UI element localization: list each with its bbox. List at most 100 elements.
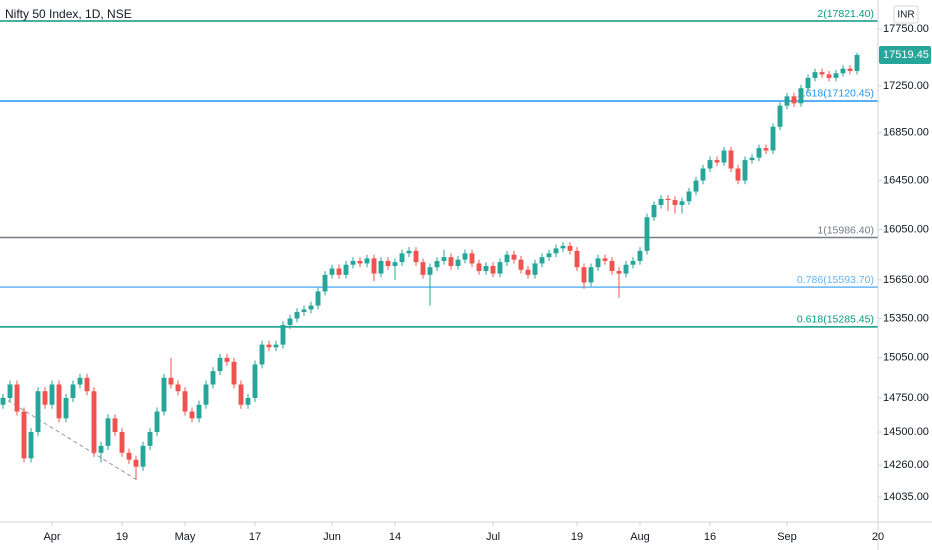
- y-tick-label: 14500.00: [883, 426, 929, 438]
- candle-body: [35, 391, 41, 433]
- last-price-tag: [879, 46, 931, 65]
- trend-line: [1, 396, 138, 481]
- candle-body: [252, 364, 258, 398]
- candle-body: [511, 254, 517, 260]
- candle-body: [812, 72, 818, 78]
- candle-body: [63, 397, 69, 419]
- candle-body: [847, 68, 853, 71]
- candle-body: [364, 258, 370, 264]
- candle-body: [336, 268, 342, 275]
- x-tick-label: 19: [571, 531, 583, 543]
- y-tick-label: 15350.00: [883, 312, 929, 324]
- candle-body: [588, 267, 594, 283]
- candle-body: [28, 432, 34, 459]
- x-tick-label: Jun: [323, 531, 341, 543]
- y-tick-label: 17750.00: [883, 23, 929, 35]
- candle-body: [189, 411, 195, 419]
- candle-body: [483, 265, 489, 272]
- candle-body: [672, 200, 678, 205]
- candle-body: [14, 384, 20, 412]
- candle-body: [385, 260, 391, 266]
- candle-body: [553, 248, 559, 254]
- candle-body: [560, 245, 566, 249]
- candle-body: [147, 432, 153, 446]
- plot-area: 2(17821.40) 1.618(17120.45) 1(15986.40) 0.7…: [0, 8, 878, 328]
- candle-body: [217, 357, 223, 372]
- y-tick-label: 14260.00: [883, 459, 929, 471]
- candle-body: [77, 377, 83, 385]
- candle-body: [126, 452, 132, 460]
- candle-body: [301, 309, 307, 313]
- candle-body: [805, 77, 811, 89]
- candle-body: [0, 397, 6, 405]
- candle-body: [658, 198, 664, 205]
- candle-body: [721, 150, 727, 163]
- x-tick-label: Jul: [486, 531, 500, 543]
- candle-body: [840, 68, 846, 74]
- candle-body: [140, 445, 146, 467]
- candle-body: [196, 404, 202, 419]
- candle-body: [168, 377, 174, 385]
- candle-body: [315, 291, 321, 306]
- candle-body: [224, 357, 230, 362]
- candle-body: [763, 148, 769, 151]
- candle-body: [469, 253, 475, 264]
- candle-body: [259, 344, 265, 365]
- candle-body: [434, 260, 440, 268]
- candle-body: [833, 73, 839, 78]
- candle-body: [210, 371, 216, 385]
- candle-body: [42, 391, 48, 405]
- candle-body: [287, 318, 293, 326]
- fib-level-label: 2(17821.40): [817, 8, 874, 20]
- candle-body: [826, 74, 832, 78]
- candle-body: [819, 72, 825, 75]
- candle-body: [623, 264, 629, 274]
- candle-body: [231, 361, 237, 385]
- candle-body: [70, 384, 76, 398]
- candles: [0, 52, 860, 480]
- candle-body: [350, 260, 356, 265]
- candle-body: [756, 148, 762, 158]
- currency-label[interactable]: INR: [897, 10, 914, 21]
- x-tick-label: 20: [872, 531, 884, 543]
- y-tick-label: 15050.00: [883, 352, 929, 364]
- candle-body: [707, 160, 713, 169]
- candle-body: [280, 325, 286, 345]
- candle-body: [245, 397, 251, 405]
- candle-body: [343, 264, 349, 275]
- candle-body: [392, 262, 398, 266]
- candle-body: [7, 384, 13, 398]
- candle-body: [686, 191, 692, 202]
- candle-body: [266, 344, 272, 348]
- candle-body: [497, 262, 503, 274]
- candle-body: [665, 198, 671, 201]
- candle-body: [798, 88, 804, 104]
- candle-body: [490, 265, 496, 274]
- candle-body: [399, 253, 405, 263]
- candle-body: [546, 253, 552, 258]
- candle-body: [714, 160, 720, 163]
- candle-body: [182, 391, 188, 412]
- candle-body: [693, 180, 699, 192]
- candle-body: [854, 55, 860, 71]
- x-tick-label: Sep: [777, 531, 797, 543]
- candle-body: [567, 245, 573, 251]
- y-tick-label: 17250.00: [883, 80, 929, 92]
- fib-level-label: 0.786(15593.70): [797, 274, 874, 286]
- candle-body: [476, 263, 482, 272]
- candle-body: [119, 432, 125, 453]
- currency-box[interactable]: [893, 5, 919, 24]
- candle-body: [84, 377, 90, 392]
- candle-body: [329, 268, 335, 275]
- candle-body: [455, 259, 461, 266]
- candle-body: [441, 257, 447, 261]
- candle-body: [203, 384, 209, 405]
- x-tick-label: 16: [704, 531, 716, 543]
- candle-body: [56, 384, 62, 419]
- candle-body: [105, 418, 111, 446]
- candle-body: [504, 254, 510, 263]
- candle-body: [175, 384, 181, 392]
- candle-body: [609, 260, 615, 272]
- x-tick-label: 14: [389, 531, 401, 543]
